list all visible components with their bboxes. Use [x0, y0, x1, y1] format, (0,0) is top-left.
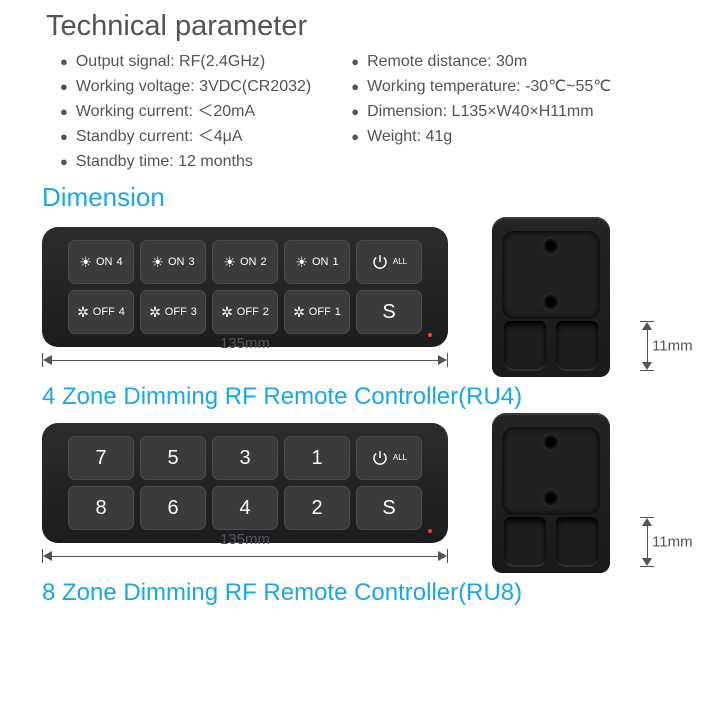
power-all-button[interactable]: ALL: [356, 436, 422, 480]
param-item: Dimension: L135×W40×H11mm: [351, 99, 611, 124]
zone3-off-button[interactable]: ✲OFF3: [140, 290, 206, 334]
zone4-off-button[interactable]: ✲OFF4: [68, 290, 134, 334]
zone4-button[interactable]: 4: [212, 486, 278, 530]
clip-icon: [556, 517, 598, 567]
param-item: Remote distance: 30m: [351, 49, 611, 74]
ru8-title: 8 Zone Dimming RF Remote Controller(RU8): [0, 573, 720, 609]
ru4-row: ☀ON4 ✲OFF4 ☀ON3 ✲OFF3 ☀ON2 ✲OFF2 ☀ON1 ✲O…: [0, 217, 720, 377]
param-item: Output signal: RF(2.4GHz): [60, 49, 311, 74]
wall-bracket: [492, 217, 610, 377]
param-item: Working temperature: -30℃~55℃: [351, 74, 611, 99]
zone2-off-button[interactable]: ✲OFF2: [212, 290, 278, 334]
clip-icon: [556, 321, 598, 371]
params-right: Remote distance: 30m Working temperature…: [351, 49, 611, 174]
zone1-off-button[interactable]: ✲OFF1: [284, 290, 350, 334]
clip-icon: [504, 321, 546, 371]
params-left: Output signal: RF(2.4GHz) Working voltag…: [60, 49, 311, 174]
ru8-row: 7 8 5 6 3 4 1 2 ALL S: [0, 413, 720, 573]
ru8-remote: 7 8 5 6 3 4 1 2 ALL S: [42, 423, 448, 543]
param-item: Standby time: 12 months: [60, 149, 311, 174]
sun-icon: ☀: [79, 255, 92, 269]
length-dimension: 135mm: [42, 549, 448, 563]
param-item: Weight: 41g: [351, 124, 611, 149]
power-all-button[interactable]: ALL: [356, 240, 422, 284]
screw-hole-icon: [542, 293, 560, 311]
page-title: Technical parameter: [0, 0, 720, 49]
power-icon: [371, 253, 389, 271]
ru4-title: 4 Zone Dimming RF Remote Controller(RU4): [0, 377, 720, 413]
s-button[interactable]: S: [356, 290, 422, 334]
zone5-button[interactable]: 5: [140, 436, 206, 480]
zone4-on-button[interactable]: ☀ON4: [68, 240, 134, 284]
zone7-button[interactable]: 7: [68, 436, 134, 480]
ru4-remote: ☀ON4 ✲OFF4 ☀ON3 ✲OFF3 ☀ON2 ✲OFF2 ☀ON1 ✲O…: [42, 227, 448, 347]
zone3-button[interactable]: 3: [212, 436, 278, 480]
dimension-heading: Dimension: [0, 174, 720, 217]
length-dimension: 135mm: [42, 353, 448, 367]
param-item: Working voltage: 3VDC(CR2032): [60, 74, 311, 99]
zone2-button[interactable]: 2: [284, 486, 350, 530]
zone3-on-button[interactable]: ☀ON3: [140, 240, 206, 284]
tech-params: Output signal: RF(2.4GHz) Working voltag…: [0, 49, 720, 174]
zone1-on-button[interactable]: ☀ON1: [284, 240, 350, 284]
param-item: Working current: ＜20mA: [60, 99, 311, 124]
sun-dim-icon: ✲: [77, 305, 89, 319]
screw-hole-icon: [542, 237, 560, 255]
zone8-button[interactable]: 8: [68, 486, 134, 530]
depth-dimension: 11mm: [640, 517, 654, 567]
s-button[interactable]: S: [356, 486, 422, 530]
wall-bracket: [492, 413, 610, 573]
zone2-on-button[interactable]: ☀ON2: [212, 240, 278, 284]
depth-dimension: 11mm: [640, 321, 654, 371]
led-indicator: [428, 529, 432, 533]
param-item: Standby current: ＜4μA: [60, 124, 311, 149]
zone1-button[interactable]: 1: [284, 436, 350, 480]
clip-icon: [504, 517, 546, 567]
power-icon: [371, 449, 389, 467]
zone6-button[interactable]: 6: [140, 486, 206, 530]
led-indicator: [428, 333, 432, 337]
screw-hole-icon: [542, 433, 560, 451]
screw-hole-icon: [542, 489, 560, 507]
